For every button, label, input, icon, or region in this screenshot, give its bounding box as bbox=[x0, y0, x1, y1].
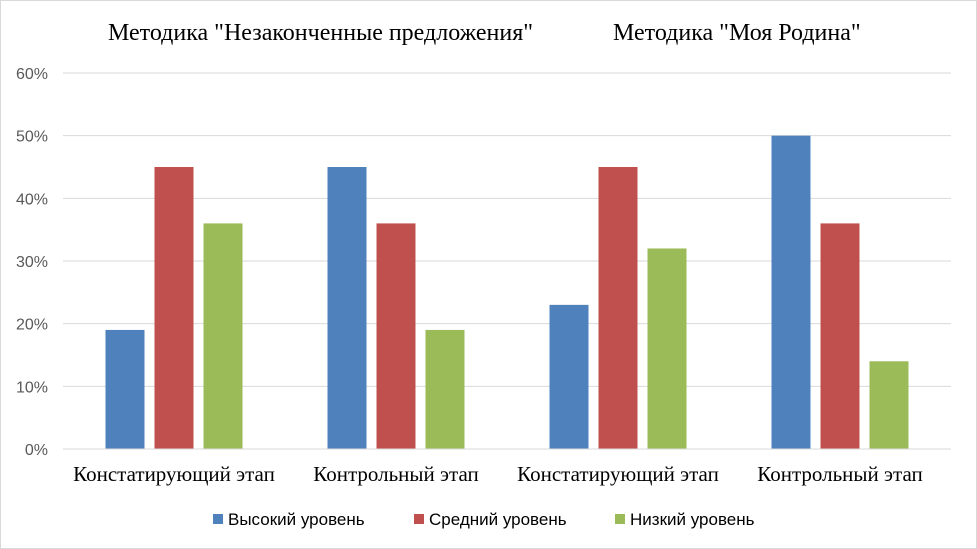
x-tick-label: Контрольный этап bbox=[757, 462, 922, 486]
y-tick-label: 20% bbox=[16, 317, 48, 334]
bar bbox=[647, 248, 687, 449]
legend-swatch bbox=[414, 514, 424, 524]
y-tick-label: 60% bbox=[16, 66, 48, 83]
y-tick-label: 30% bbox=[16, 254, 48, 271]
x-tick-label: Констатирующий этап bbox=[517, 462, 719, 486]
legend-swatch bbox=[615, 514, 625, 524]
bar bbox=[598, 167, 638, 449]
legend-label: Высокий уровень bbox=[228, 510, 365, 529]
y-tick-label: 40% bbox=[16, 191, 48, 208]
y-tick-label: 0% bbox=[25, 442, 48, 459]
x-tick-label: Контрольный этап bbox=[313, 462, 478, 486]
x-tick-label: Констатирующий этап bbox=[73, 462, 275, 486]
gridlines bbox=[63, 72, 951, 387]
bar bbox=[820, 223, 860, 449]
chart-title-2: Методика "Моя Родина" bbox=[613, 20, 861, 46]
chart-title-1: Методика "Незаконченные предложения" bbox=[108, 20, 533, 46]
bar bbox=[549, 304, 589, 449]
bar bbox=[203, 223, 243, 449]
y-tick-label: 50% bbox=[16, 129, 48, 146]
bar bbox=[376, 223, 416, 449]
bar bbox=[105, 329, 145, 449]
bar bbox=[869, 361, 909, 449]
legend-swatch bbox=[213, 514, 223, 524]
bars bbox=[105, 135, 909, 449]
y-tick-label: 10% bbox=[16, 379, 48, 396]
legend-label: Средний уровень bbox=[429, 510, 567, 529]
bar bbox=[154, 167, 194, 449]
y-axis-ticks: 0% 10% 20% 30% 40% 50% 60% bbox=[16, 66, 48, 459]
bar bbox=[425, 329, 465, 449]
legend-label: Низкий уровень bbox=[630, 510, 755, 529]
x-axis-ticks: Констатирующий этап Контрольный этап Конст… bbox=[73, 462, 923, 486]
bar bbox=[327, 167, 367, 449]
bar bbox=[771, 135, 811, 449]
legend: Высокий уровень Средний уровень Низкий уро… bbox=[213, 510, 755, 529]
